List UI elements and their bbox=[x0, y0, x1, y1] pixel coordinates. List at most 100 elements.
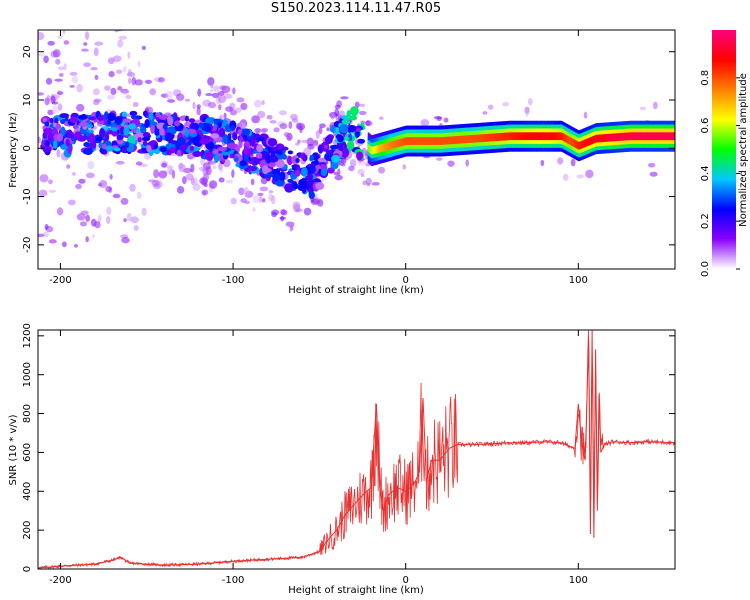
spectrogram-noise-blob bbox=[161, 162, 168, 168]
spectrogram-ridge-blob bbox=[287, 150, 293, 155]
spectrogram-noise-blob bbox=[482, 111, 488, 115]
spectrogram-noise-blob bbox=[253, 99, 262, 108]
spectrogram-band-cell bbox=[596, 134, 598, 143]
spectrogram-band-cell bbox=[672, 132, 674, 141]
spectrogram-noise-blob bbox=[190, 177, 195, 186]
spectrogram-ridge-blob bbox=[250, 137, 256, 147]
spectrogram-band-cell bbox=[380, 144, 382, 152]
spectrogram-noise-blob bbox=[158, 170, 168, 179]
spectrogram-ridge-blob bbox=[298, 178, 308, 188]
spectrogram-band-cell bbox=[470, 135, 472, 143]
spectrogram-ridge-blob bbox=[43, 148, 50, 153]
spectrogram-ridge-blob bbox=[166, 149, 173, 156]
spectrogram-noise-blob bbox=[123, 218, 127, 223]
spectrogram-noise-blob bbox=[105, 215, 111, 225]
spectrogram-band-cell bbox=[377, 145, 379, 153]
spectrogram-band-cell bbox=[412, 137, 415, 145]
spectrogram-noise-blob bbox=[38, 136, 41, 143]
spectrogram-noise-blob bbox=[240, 102, 248, 111]
spectrogram-band-cell bbox=[448, 136, 451, 145]
spectrogram-noise-blob bbox=[219, 164, 224, 173]
spectrogram-band-cell bbox=[622, 132, 625, 141]
spectrogram-noise-blob bbox=[313, 139, 319, 146]
spectrogram-band-cell bbox=[424, 137, 426, 145]
spectrogram-noise-blob bbox=[47, 40, 55, 46]
spectrogram-band-cell bbox=[428, 137, 430, 145]
spectrogram-noise-blob bbox=[121, 89, 130, 95]
spectrogram-ridge-blob bbox=[139, 126, 147, 134]
spectrogram-ridge-blob bbox=[142, 140, 148, 146]
spectrogram-ridge-blob bbox=[338, 144, 344, 152]
spectrogram-noise-blob bbox=[557, 157, 564, 165]
spectrogram-band-cell bbox=[604, 134, 606, 142]
spectrogram-band-cell bbox=[587, 138, 589, 147]
spectrogram-ridge-blob bbox=[184, 127, 189, 138]
spectrogram-noise-blob bbox=[38, 32, 45, 41]
spectrogram-band-cell bbox=[408, 137, 410, 145]
spectrogram-ridge-blob bbox=[256, 137, 265, 142]
spectrogram-noise-blob bbox=[73, 244, 78, 248]
spectrogram-band-cell bbox=[515, 132, 517, 141]
spectrogram-band-cell bbox=[625, 132, 627, 141]
spectrogram-noise-blob bbox=[54, 78, 63, 82]
spectrogram-band-cell bbox=[492, 133, 494, 142]
spectrogram-band-cell bbox=[536, 132, 538, 141]
spectrogram-band-cell bbox=[383, 143, 385, 152]
spectrogram-noise-blob bbox=[225, 92, 230, 97]
spectrogram-band-cell bbox=[511, 132, 513, 141]
spectrogram-ridge-blob bbox=[130, 115, 137, 120]
spectrogram-band-cell bbox=[405, 137, 407, 146]
spectrogram-noise-blob bbox=[244, 200, 250, 205]
spectrogram-noise-blob bbox=[56, 207, 64, 216]
spectrogram-band-cell bbox=[480, 134, 482, 143]
spectrogram-band-cell bbox=[663, 132, 666, 141]
spectrogram-band-cell bbox=[445, 136, 447, 145]
spectrogram-band-cell bbox=[662, 132, 664, 141]
spectrogram-band-cell bbox=[498, 133, 500, 141]
spectrogram-xtick-label: 0 bbox=[403, 275, 409, 286]
spectrogram-band-cell bbox=[387, 142, 389, 151]
spectrogram-noise-blob bbox=[207, 101, 217, 109]
spectrogram-band-cell bbox=[583, 139, 585, 148]
spectrogram-ridge-blob bbox=[341, 119, 351, 125]
spectrogram-band-cell bbox=[424, 137, 427, 145]
spectrogram-band-cell bbox=[528, 132, 530, 141]
spectrogram-ridge-blob bbox=[137, 137, 142, 143]
spectrogram-band-cell bbox=[488, 133, 491, 142]
spectrogram-band-cell bbox=[553, 132, 555, 141]
spectrogram-band-cell bbox=[614, 133, 616, 142]
spectrogram-band-cell bbox=[555, 132, 557, 141]
spectrogram-noise-blob bbox=[115, 69, 123, 74]
spectrogram-band-cell bbox=[513, 132, 515, 141]
spectrogram-ridge-blob bbox=[329, 144, 340, 150]
spectrogram-band-cell bbox=[499, 133, 501, 141]
spectrogram-band-cell bbox=[514, 132, 516, 141]
spectrogram-band-cell bbox=[605, 134, 607, 142]
spectrogram-noise-blob bbox=[212, 165, 217, 170]
spectrogram-band-cell bbox=[585, 139, 587, 147]
spectrogram-band-cell bbox=[595, 134, 597, 143]
spectrogram-noise-blob bbox=[402, 164, 407, 170]
spectrogram-band-cell bbox=[496, 133, 498, 141]
spectrogram-noise-blob bbox=[108, 186, 113, 193]
spectrogram-band-cell bbox=[370, 146, 372, 154]
spectrogram-ridge-blob bbox=[205, 151, 213, 161]
spectrogram-noise-blob bbox=[326, 127, 330, 132]
spectrogram-noise-blob bbox=[120, 197, 129, 205]
spectrogram-band-cell bbox=[540, 132, 543, 141]
spectrogram-band-cell bbox=[636, 132, 638, 141]
spectrogram-band-cell bbox=[590, 136, 592, 145]
spectrogram-noise-blob bbox=[359, 103, 366, 108]
spectrogram-band-cell bbox=[418, 137, 420, 145]
spectrogram-xlabel: Height of straight line (km) bbox=[288, 285, 424, 296]
spectrogram-noise-blob bbox=[299, 125, 303, 134]
spectrogram-band-cell bbox=[400, 138, 402, 147]
spectrogram-noise-blob bbox=[49, 189, 57, 193]
spectrogram-band-cell bbox=[427, 137, 429, 145]
spectrogram-band-cell bbox=[466, 135, 468, 144]
spectrogram-band-cell bbox=[655, 132, 657, 141]
spectrogram-noise-blob bbox=[576, 174, 585, 179]
spectrogram-ridge-blob bbox=[243, 145, 248, 155]
spectrogram-xtick-label: -200 bbox=[49, 275, 72, 286]
spectrogram-ridge-blob bbox=[150, 124, 155, 134]
